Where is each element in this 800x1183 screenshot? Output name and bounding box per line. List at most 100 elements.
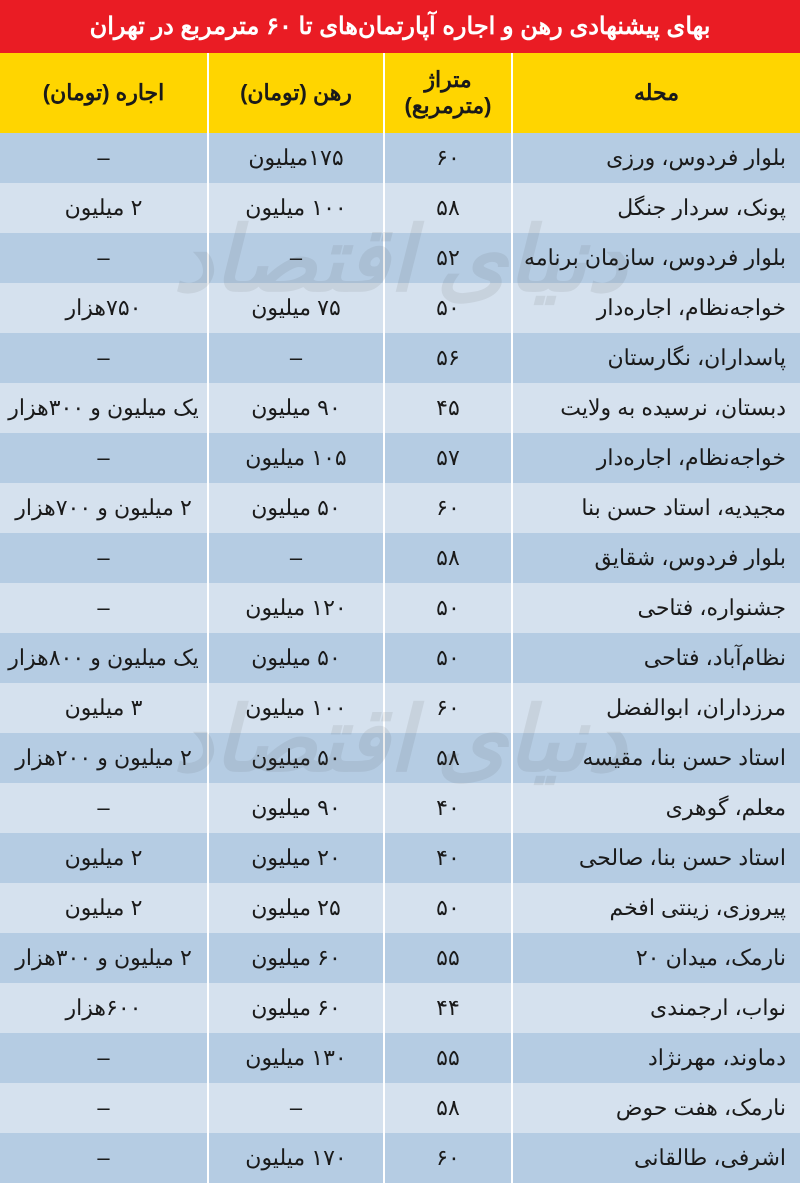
cell-area: ۵۸ [384,1083,512,1133]
header-row: محله متراژ (مترمربع) رهن (تومان) اجاره (… [0,53,800,133]
cell-neighborhood: دماوند، مهرنژاد [512,1033,800,1083]
cell-deposit: ۱۰۰ میلیون [208,183,384,233]
cell-deposit: ۱۳۰ میلیون [208,1033,384,1083]
cell-deposit: ۲۰ میلیون [208,833,384,883]
cell-area: ۶۰ [384,133,512,183]
cell-area: ۵۸ [384,183,512,233]
cell-area: ۴۵ [384,383,512,433]
cell-rent: ۲ میلیون [0,883,208,933]
cell-area: ۵۵ [384,933,512,983]
cell-area: ۵۰ [384,883,512,933]
cell-neighborhood: نارمک، هفت حوض [512,1083,800,1133]
cell-rent: یک میلیون و ۸۰۰هزار [0,633,208,683]
cell-neighborhood: پیروزی، زینتی افخم [512,883,800,933]
cell-deposit: ۶۰ میلیون [208,983,384,1033]
cell-area: ۵۶ [384,333,512,383]
table-row: نظام‌آباد، فتاحی۵۰۵۰ میلیونیک میلیون و ۸… [0,633,800,683]
price-table: محله متراژ (مترمربع) رهن (تومان) اجاره (… [0,53,800,1183]
cell-rent: – [0,433,208,483]
table-row: نارمک، میدان ۲۰۵۵۶۰ میلیون۲ میلیون و ۳۰۰… [0,933,800,983]
cell-deposit: ۱۷۰ میلیون [208,1133,384,1183]
table-title: بهای پیشنهادی رهن و اجاره آپارتمان‌های ت… [0,0,800,53]
cell-deposit: ۱۲۰ میلیون [208,583,384,633]
cell-rent: ۲ میلیون [0,833,208,883]
cell-area: ۵۰ [384,283,512,333]
cell-area: ۴۰ [384,783,512,833]
cell-area: ۵۰ [384,633,512,683]
cell-deposit: ۹۰ میلیون [208,383,384,433]
table-row: بلوار فردوس، سازمان برنامه۵۲–– [0,233,800,283]
cell-rent: ۷۵۰هزار [0,283,208,333]
cell-rent: – [0,1083,208,1133]
cell-neighborhood: بلوار فردوس، سازمان برنامه [512,233,800,283]
cell-area: ۵۸ [384,533,512,583]
cell-neighborhood: دبستان، نرسیده به ولایت [512,383,800,433]
cell-deposit: – [208,1083,384,1133]
col-header-area: متراژ (مترمربع) [384,53,512,133]
table-row: اشرفی، طالقانی۶۰۱۷۰ میلیون– [0,1133,800,1183]
table-row: پاسداران، نگارستان۵۶–– [0,333,800,383]
cell-neighborhood: استاد حسن بنا، صالحی [512,833,800,883]
cell-neighborhood: بلوار فردوس، شقایق [512,533,800,583]
cell-area: ۵۷ [384,433,512,483]
cell-rent: – [0,333,208,383]
table-row: بلوار فردوس، شقایق۵۸–– [0,533,800,583]
cell-neighborhood: پاسداران، نگارستان [512,333,800,383]
cell-deposit: ۵۰ میلیون [208,483,384,533]
col-header-deposit: رهن (تومان) [208,53,384,133]
cell-neighborhood: نظام‌آباد، فتاحی [512,633,800,683]
cell-deposit: ۱۰۵ میلیون [208,433,384,483]
cell-area: ۵۸ [384,733,512,783]
table-row: پونک، سردار جنگل۵۸۱۰۰ میلیون۲ میلیون [0,183,800,233]
col-header-rent: اجاره (تومان) [0,53,208,133]
table-row: دبستان، نرسیده به ولایت۴۵۹۰ میلیونیک میل… [0,383,800,433]
cell-deposit: ۲۵ میلیون [208,883,384,933]
cell-area: ۵۰ [384,583,512,633]
cell-rent: ۲ میلیون و ۷۰۰هزار [0,483,208,533]
table-row: جشنواره، فتاحی۵۰۱۲۰ میلیون– [0,583,800,633]
cell-area: ۵۵ [384,1033,512,1083]
table-container: { "title": "بهای پیشنهادی رهن و اجاره آپ… [0,0,800,1183]
table-row: دماوند، مهرنژاد۵۵۱۳۰ میلیون– [0,1033,800,1083]
cell-rent: ۳ میلیون [0,683,208,733]
cell-neighborhood: نواب، ارجمندی [512,983,800,1033]
cell-deposit: ۵۰ میلیون [208,633,384,683]
cell-deposit: ۹۰ میلیون [208,783,384,833]
cell-neighborhood: پونک، سردار جنگل [512,183,800,233]
cell-area: ۵۲ [384,233,512,283]
table-row: بلوار فردوس، ورزی۶۰۱۷۵میلیون– [0,133,800,183]
cell-area: ۴۰ [384,833,512,883]
cell-neighborhood: نارمک، میدان ۲۰ [512,933,800,983]
cell-deposit: ۷۵ میلیون [208,283,384,333]
cell-deposit: ۱۷۵میلیون [208,133,384,183]
table-row: نواب، ارجمندی۴۴۶۰ میلیون۶۰۰هزار [0,983,800,1033]
table-row: استاد حسن بنا، مقیسه۵۸۵۰ میلیون۲ میلیون … [0,733,800,783]
cell-area: ۴۴ [384,983,512,1033]
table-row: خواجه‌نظام، اجاره‌دار۵۰۷۵ میلیون۷۵۰هزار [0,283,800,333]
cell-deposit: ۵۰ میلیون [208,733,384,783]
cell-deposit: – [208,333,384,383]
cell-neighborhood: مجیدیه، استاد حسن بنا [512,483,800,533]
cell-rent: – [0,233,208,283]
table-row: معلم، گوهری۴۰۹۰ میلیون– [0,783,800,833]
cell-rent: یک میلیون و ۳۰۰هزار [0,383,208,433]
cell-rent: ۲ میلیون و ۲۰۰هزار [0,733,208,783]
cell-rent: – [0,583,208,633]
cell-rent: – [0,783,208,833]
table-row: استاد حسن بنا، صالحی۴۰۲۰ میلیون۲ میلیون [0,833,800,883]
cell-rent: ۲ میلیون و ۳۰۰هزار [0,933,208,983]
cell-neighborhood: معلم، گوهری [512,783,800,833]
cell-neighborhood: مرزداران، ابوالفضل [512,683,800,733]
cell-rent: ۶۰۰هزار [0,983,208,1033]
table-row: مرزداران، ابوالفضل۶۰۱۰۰ میلیون۳ میلیون [0,683,800,733]
cell-deposit: – [208,533,384,583]
cell-rent: – [0,1033,208,1083]
cell-area: ۶۰ [384,683,512,733]
cell-area: ۶۰ [384,1133,512,1183]
col-header-neighborhood: محله [512,53,800,133]
cell-neighborhood: بلوار فردوس، ورزی [512,133,800,183]
cell-rent: ۲ میلیون [0,183,208,233]
cell-neighborhood: خواجه‌نظام، اجاره‌دار [512,433,800,483]
cell-rent: – [0,533,208,583]
cell-neighborhood: استاد حسن بنا، مقیسه [512,733,800,783]
